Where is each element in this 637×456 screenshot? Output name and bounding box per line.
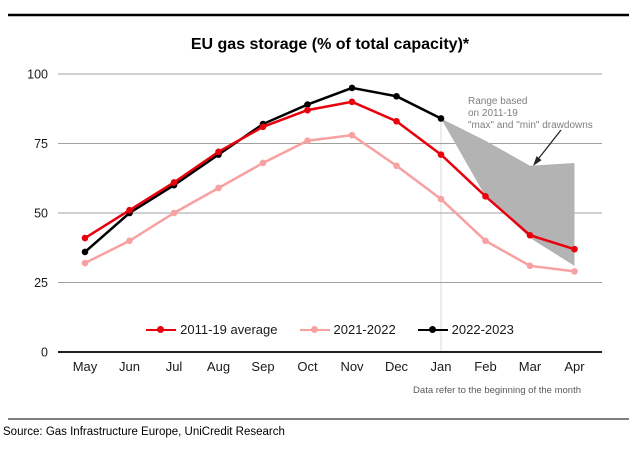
y-tick-label: 0: [41, 346, 48, 360]
legend-item-2022-2023: 2022-2023: [417, 322, 514, 337]
data-footnote: Data refer to the beginning of the month: [413, 385, 581, 396]
x-tick-label: Mar: [519, 359, 542, 374]
data-point-2022-2023-Jan: [437, 115, 445, 122]
legend-label: 2021-2022: [333, 322, 396, 337]
legend-item-2021-2022: 2021-2022: [299, 322, 396, 337]
data-point-2011-19-average-Mar: [526, 231, 534, 239]
chart-title: EU gas storage (% of total capacity)*: [190, 36, 470, 53]
x-tick-label: Jan: [431, 359, 452, 374]
annotation-arrow: [533, 129, 562, 166]
range-annotation: Range based on 2011-19 "max" and "min" d…: [468, 96, 593, 132]
data-point-2021-2022-Sep: [259, 159, 267, 167]
series-line-2021-2022: [84, 133, 575, 273]
x-tick-label: Jul: [166, 359, 183, 374]
x-tick-label: Feb: [474, 359, 496, 374]
data-point-2021-2022-Mar: [526, 262, 534, 270]
data-point-2011-19-average-Sep: [259, 123, 267, 131]
data-point-2021-2022-May: [81, 259, 89, 267]
data-point-2011-19-average-Nov: [348, 98, 356, 106]
x-tick-label: Jun: [119, 359, 140, 374]
min-max-range-band: [441, 118, 575, 266]
grid-layer: [58, 73, 602, 353]
data-point-2021-2022-Feb: [482, 237, 489, 245]
data-point-2011-19-average-May: [81, 234, 89, 242]
x-tick-label: Apr: [564, 359, 585, 374]
x-tick-label: Dec: [385, 359, 409, 374]
data-point-2011-19-average-Apr: [571, 245, 578, 253]
legend: 2011-19 average 2021-2022 2022-2023: [58, 322, 602, 337]
range-annotation-line3: "max" and "min" drawdowns: [468, 120, 593, 131]
range-annotation-line2: on 2011-19: [468, 108, 518, 119]
series-line-2011-19-average: [84, 100, 575, 251]
x-tick-label: Nov: [340, 359, 364, 374]
line-marker-icon: [299, 325, 330, 334]
data-point-2022-2023-May: [81, 248, 89, 256]
y-tick-label: 100: [27, 68, 48, 82]
legend-label: 2022-2023: [451, 322, 514, 337]
x-tick-label: May: [73, 359, 98, 374]
data-point-2011-19-average-Aug: [215, 148, 222, 156]
x-tick-label: Aug: [207, 359, 230, 374]
data-point-2011-19-average-Feb: [482, 193, 489, 200]
y-tick-label: 50: [34, 207, 48, 221]
y-tick-label: 75: [34, 137, 48, 151]
range-annotation-line1: Range based: [468, 96, 528, 107]
data-point-2011-19-average-Jan: [437, 151, 445, 158]
x-axis-labels: May Jun Jul Aug Sep Oct Nov Dec Jan Feb Mar Apr: [73, 359, 586, 374]
series-line-2022-2023: [84, 86, 442, 253]
line-marker-icon: [417, 325, 448, 334]
x-tick-label: Sep: [251, 359, 274, 374]
data-point-2021-2022-Nov: [348, 131, 356, 139]
data-point-2022-2023-Oct: [304, 101, 311, 108]
y-tick-label: 25: [34, 276, 48, 290]
data-point-2011-19-average-Jul: [170, 179, 178, 186]
data-point-2011-19-average-Dec: [393, 117, 400, 125]
source-line: Source: Gas Infrastructure Europe, UniCr…: [3, 426, 285, 438]
data-point-2011-19-average-Oct: [304, 106, 311, 114]
data-point-2021-2022-Oct: [304, 137, 311, 145]
data-point-2021-2022-Apr: [571, 268, 578, 275]
data-point-2011-19-average-Jun: [126, 206, 133, 214]
data-point-2021-2022-Jun: [126, 237, 133, 245]
line-marker-icon: [146, 325, 177, 334]
series-layer: [81, 84, 578, 275]
data-point-2022-2023-Nov: [348, 84, 356, 92]
data-point-2021-2022-Dec: [393, 162, 400, 170]
legend-label: 2011-19 average: [180, 322, 278, 337]
data-point-2022-2023-Dec: [393, 92, 400, 100]
data-point-2021-2022-Jul: [170, 209, 178, 217]
range-band: [441, 118, 575, 266]
legend-item-2011-19-average: 2011-19 average: [146, 322, 278, 337]
data-point-2021-2022-Aug: [215, 184, 222, 192]
y-axis-labels: 0 25 50 75 100: [27, 68, 48, 360]
data-point-2021-2022-Jan: [437, 195, 445, 203]
x-tick-label: Oct: [297, 359, 318, 374]
